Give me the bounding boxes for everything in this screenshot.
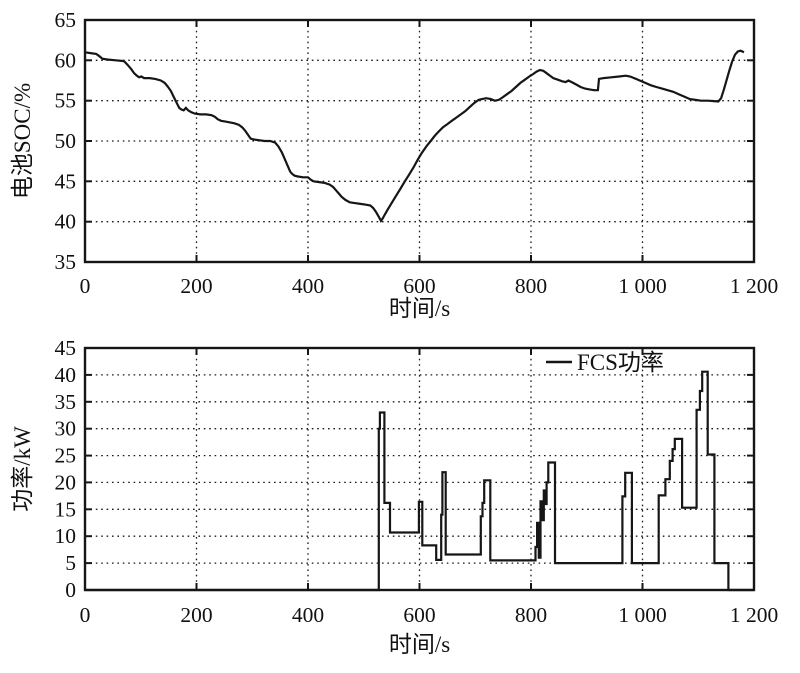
y-tick-label: 5 <box>65 551 76 575</box>
y-tick-label: 50 <box>55 129 77 153</box>
y-tick-label: 35 <box>55 250 77 274</box>
y-tick-label: 65 <box>55 8 77 32</box>
x-tick-label: 400 <box>292 603 324 627</box>
y-tick-label: 10 <box>55 524 77 548</box>
plot-border <box>83 346 756 592</box>
y-tick-label: 55 <box>55 89 77 113</box>
x-tick-label: 400 <box>292 274 324 298</box>
y-tick-label: 45 <box>55 169 77 193</box>
x-axis-title: 时间/s <box>389 296 450 321</box>
x-tick-label: 600 <box>403 603 435 627</box>
fcs-power-line <box>85 370 754 592</box>
y-axis-title: 功率/kW <box>10 426 35 512</box>
x-tick-label: 800 <box>515 274 547 298</box>
x-tick-label: 600 <box>403 274 435 298</box>
y-tick-label: 40 <box>55 210 77 234</box>
plot-border <box>83 18 756 264</box>
x-axis-title: 时间/s <box>389 632 450 657</box>
y-tick-labels: 35 40 45 50 55 60 65 <box>55 8 77 274</box>
y-tick-label: 25 <box>55 444 77 468</box>
soc-subplot: 0 200 400 600 800 1 000 1 200 35 40 45 50 55 60 65 时间/… <box>10 8 778 321</box>
legend-label: FCS功率 <box>577 350 664 375</box>
y-tick-label: 0 <box>65 578 76 602</box>
legend: FCS功率 <box>546 350 664 375</box>
y-tick-label: 60 <box>55 48 77 72</box>
x-tick-label: 0 <box>80 603 91 627</box>
y-tick-label: 20 <box>55 470 77 494</box>
grid <box>85 20 754 262</box>
x-tick-labels: 0 200 400 600 800 1 000 1 200 <box>80 603 779 627</box>
grid <box>85 348 754 590</box>
x-tick-label: 1 000 <box>618 274 666 298</box>
soc-line <box>84 49 745 224</box>
x-tick-labels: 0 200 400 600 800 1 000 1 200 <box>80 274 779 298</box>
x-tick-label: 1 000 <box>618 603 666 627</box>
y-tick-label: 35 <box>55 390 77 414</box>
x-tick-label: 800 <box>515 603 547 627</box>
y-tick-label: 40 <box>55 363 77 387</box>
y-tick-label: 15 <box>55 497 77 521</box>
x-tick-label: 0 <box>80 274 91 298</box>
x-tick-label: 200 <box>180 274 212 298</box>
y-tick-label: 30 <box>55 417 77 441</box>
x-tick-label: 1 200 <box>730 274 778 298</box>
y-tick-label: 45 <box>55 336 77 360</box>
y-axis-title: 电池SOC/% <box>10 83 35 199</box>
x-tick-label: 1 200 <box>730 603 778 627</box>
x-tick-label: 200 <box>180 603 212 627</box>
